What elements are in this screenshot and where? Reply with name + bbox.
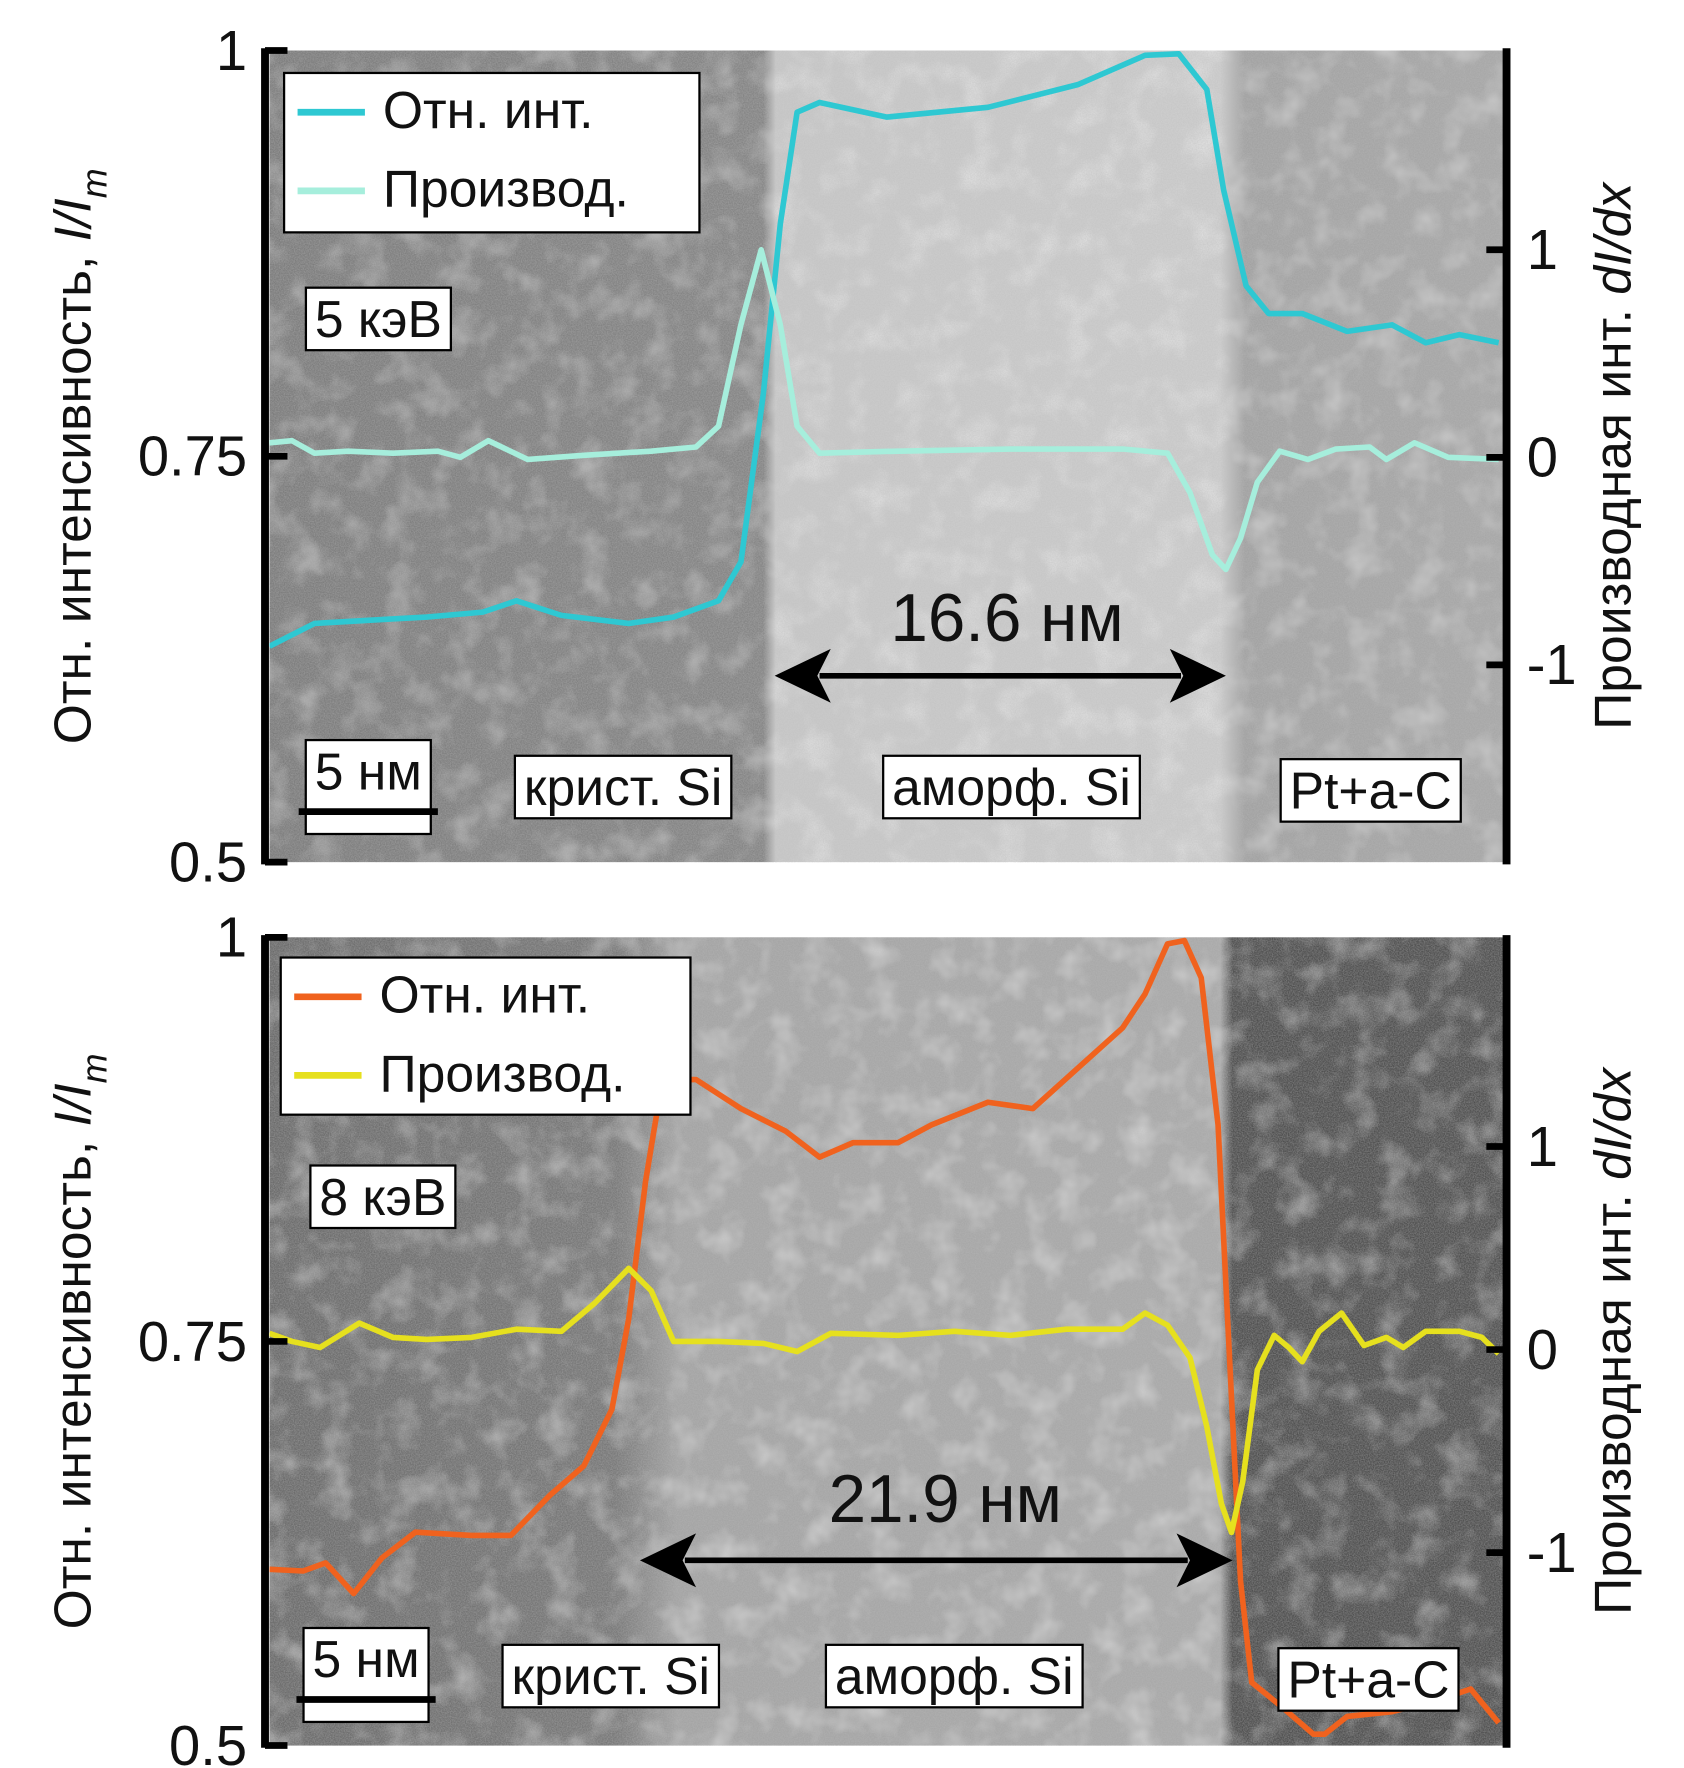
data-line [269,246,1499,573]
data-line [269,1265,1501,1536]
data-line [269,937,1501,1738]
y-tick-label: 1 [216,906,247,969]
scale-label: 5 нм [313,1630,420,1688]
region-label: Pt+a-C [1290,761,1452,819]
region-label: аморф. Si [835,1647,1074,1705]
region-label-box [882,754,1141,820]
arrow-head [1169,648,1226,703]
y-axis-title: Отн. интенсивность, I/Im [43,168,114,744]
region-label: крист. Si [524,758,722,816]
legend-box [279,956,692,1116]
energy-label: 5 кэВ [315,290,442,348]
y-axis-title-sub: m [73,168,114,198]
y-axis-title: Отн. интенсивность, I/Im [43,1053,114,1629]
y2-axis-title-var: dI/dx [1583,1066,1641,1180]
y2-axis-title-text: Производная инт. [1583,1180,1641,1615]
arrow-head [774,648,831,703]
energy-label-box [309,1164,457,1230]
y-tick-label: 1 [216,19,247,82]
y2-axis-title-var: dI/dx [1583,181,1641,295]
y2-axis-title-text: Производная инт. [1583,295,1641,730]
y-tick-label: 0.5 [169,1714,247,1768]
y2-tick-label: 0 [1527,1318,1558,1381]
panel: Отн. инт. Производ. 5 кэВ 5 нм крист. Si амор… [43,19,1641,894]
y2-tick-label: 0 [1527,426,1558,489]
legend-box [282,71,701,234]
y2-tick-label: 1 [1527,1115,1558,1178]
region-label: аморф. Si [892,758,1131,816]
legend-label: Отн. инт. [380,966,591,1024]
width-label: 21.9 нм [829,1462,1062,1537]
legend-label: Производ. [380,1044,626,1102]
y-tick-label: 0.5 [169,830,247,893]
region-label-box [1279,758,1462,823]
legend-label: Производ. [383,160,629,218]
y2-axis-title: Производная инт. dI/dx [1583,181,1641,730]
y-tick-label: 0.75 [138,425,247,488]
y-axis-title-sub: m [73,1053,114,1083]
region-label-box [513,754,733,820]
region-label-box [1277,1647,1460,1712]
y2-tick-label: -1 [1527,633,1577,696]
scale-label: 5 нм [315,742,422,800]
legend-label: Отн. инт. [383,81,594,139]
arrow-head [1176,1533,1233,1588]
y-tick-label: 0.75 [138,1310,247,1373]
region-label: крист. Si [512,1647,710,1705]
y-axis-title-text: Отн. интенсивность, [43,241,101,744]
panel: Отн. инт. Производ. 8 кэВ 5 нм крист. Si амор… [43,906,1641,1768]
region-label: Pt+a-C [1287,1650,1449,1708]
y-axis-title-var: I/I [43,1083,101,1126]
region-label-box [501,1643,721,1709]
y-axis-title-text: Отн. интенсивность, [43,1126,101,1629]
energy-label-box [304,286,452,352]
y2-tick-label: -1 [1527,1521,1577,1584]
width-label: 16.6 нм [890,581,1123,656]
scale-label-box [304,738,432,836]
arrow-head [639,1533,697,1588]
region-label-box [824,1643,1084,1709]
y2-axis-title: Производная инт. dI/dx [1583,1066,1641,1615]
y2-tick-label: 1 [1527,218,1558,281]
scale-label-box [302,1626,430,1724]
y-axis-title-var: I/I [43,198,101,241]
energy-label: 8 кэВ [319,1168,446,1226]
data-line [269,50,1500,649]
